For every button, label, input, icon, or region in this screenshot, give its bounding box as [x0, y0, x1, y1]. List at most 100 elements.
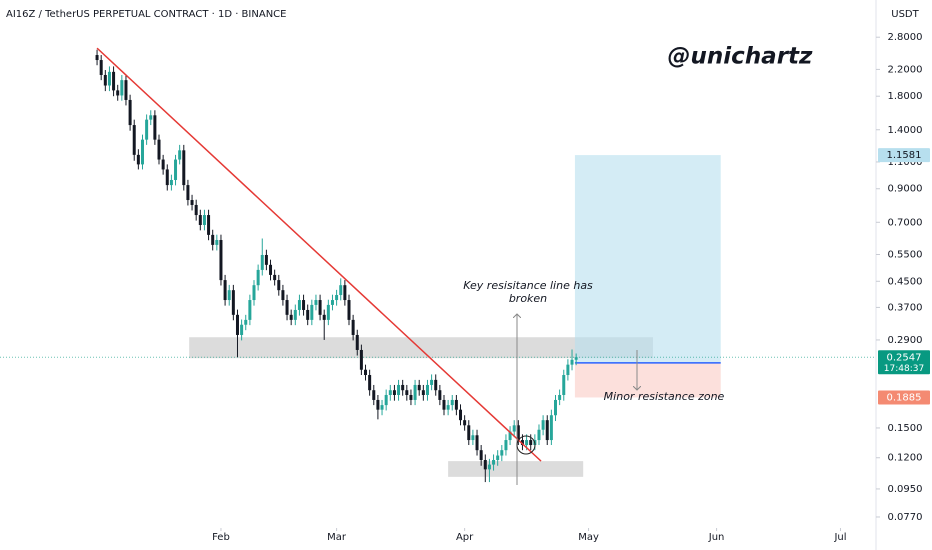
candle-body	[99, 60, 103, 75]
x-tick-label: Feb	[212, 532, 230, 543]
candle-body	[558, 394, 562, 400]
candle-body	[541, 420, 545, 430]
candle-body	[136, 154, 140, 165]
candle-body	[194, 204, 198, 216]
candle-body	[120, 80, 124, 96]
price-box	[878, 350, 930, 375]
candle-body	[351, 319, 355, 335]
candle-body	[512, 425, 516, 432]
x-tick-label: May	[578, 532, 599, 543]
candle-body	[223, 280, 227, 301]
candle-body	[463, 420, 467, 426]
y-tick-label: 0.0770	[888, 512, 923, 523]
candle-body	[496, 455, 500, 460]
y-tick-label: 2.8000	[888, 32, 923, 43]
candle-body	[537, 429, 541, 441]
y-tick-label: 0.1500	[888, 423, 923, 434]
candle-body	[450, 399, 454, 406]
y-tick-label: 0.2900	[888, 335, 923, 346]
candle-body	[293, 309, 297, 320]
candle-body	[487, 464, 491, 470]
candle-body	[471, 435, 475, 441]
candle-body	[545, 420, 549, 441]
y-tick-label: 2.2000	[888, 64, 923, 75]
candle-body	[384, 394, 388, 406]
candle-body	[549, 415, 553, 441]
candle-body	[376, 399, 380, 410]
plot-back	[0, 155, 876, 477]
candle-body	[454, 399, 458, 410]
candle-body	[149, 115, 153, 120]
candle-body	[566, 364, 570, 376]
candle-body	[405, 390, 409, 395]
candle-body	[310, 304, 314, 320]
candle-body	[401, 384, 405, 391]
candle-body	[174, 159, 178, 180]
candle-body	[554, 399, 558, 416]
candle-body	[430, 379, 434, 385]
candle-body	[574, 357, 578, 360]
price-box-label: 0.2547	[887, 352, 922, 363]
candle-body	[153, 115, 157, 140]
candle-body	[244, 319, 248, 325]
candle-body	[483, 459, 487, 470]
y-tick-label: 0.4500	[888, 276, 923, 287]
y-tick-label: 0.3700	[888, 302, 923, 313]
price-box	[878, 148, 930, 163]
candle-body	[409, 394, 413, 400]
price-box-label: 1.1581	[887, 150, 922, 161]
currency-label: USDT	[891, 9, 919, 20]
candle-body	[145, 119, 149, 140]
candle-body	[198, 215, 202, 225]
candle-body	[516, 425, 520, 441]
candle-body	[182, 150, 186, 186]
candle-body	[388, 390, 392, 395]
candle-body	[112, 71, 116, 91]
candle-body	[364, 369, 368, 376]
candle-body	[273, 274, 277, 281]
candle-body	[186, 185, 190, 201]
candle-body	[508, 431, 512, 441]
price-box-label: 0.1885	[887, 392, 922, 403]
candle-body	[161, 159, 165, 170]
candle-body	[339, 285, 343, 296]
candle-body	[269, 264, 273, 275]
countdown: 17:48:37	[884, 364, 924, 374]
annotation: Minor resistance zone	[604, 390, 725, 403]
y-tick-label: 0.7000	[888, 217, 923, 228]
candle-body	[252, 285, 256, 301]
candle-body	[397, 384, 401, 395]
candle-body	[421, 390, 425, 395]
candle-body	[302, 300, 306, 310]
candle-body	[417, 384, 421, 391]
candle-body	[103, 74, 107, 86]
x-tick-label: Mar	[327, 532, 347, 543]
candle-body	[169, 179, 173, 186]
candle-body	[132, 125, 136, 155]
target-zone	[574, 155, 721, 363]
candle-body	[330, 300, 334, 305]
price-box	[878, 390, 930, 405]
plot-marks	[95, 47, 578, 483]
highlight-circle	[516, 435, 536, 455]
candle-body	[347, 300, 351, 320]
candle-body	[277, 280, 281, 291]
candle-body	[525, 440, 529, 446]
candle-body	[219, 240, 223, 281]
candle-body	[380, 405, 384, 410]
candle-body	[562, 375, 566, 395]
candle-body	[425, 384, 429, 395]
watermark: @unichartz	[668, 44, 813, 70]
candle-body	[140, 139, 144, 165]
candle-body	[128, 99, 132, 126]
candle-body	[355, 334, 359, 350]
candle-body	[190, 200, 194, 205]
candle-body	[413, 384, 417, 400]
candle-body	[434, 379, 438, 391]
candle-body	[504, 440, 508, 451]
candle-body	[322, 314, 326, 320]
candle-body	[215, 240, 219, 245]
candle-body	[475, 435, 479, 451]
candle-body	[459, 409, 463, 421]
